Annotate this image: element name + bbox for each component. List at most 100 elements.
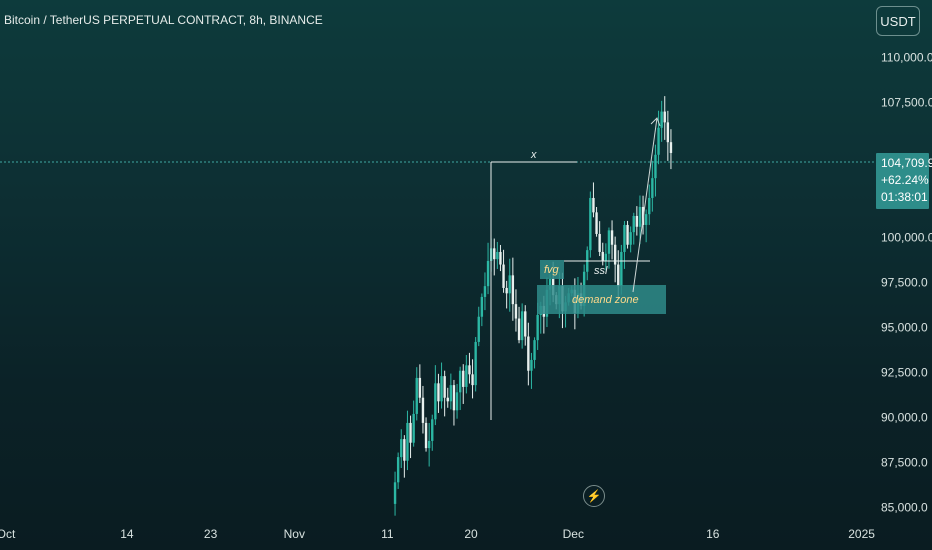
x-axis: Oct1423Nov1120Dec1620251322 [0,527,875,541]
candle-body [623,224,626,252]
candle-body [666,122,670,143]
candle-body [595,212,598,234]
fvg-zone [540,260,564,279]
candle-body [400,439,403,458]
candle-body [465,365,468,387]
candle-body [493,248,496,260]
candle-body [421,397,425,423]
candle-body [601,251,604,261]
lightning-icon[interactable]: ⚡ [583,485,605,507]
candle-body [427,440,431,449]
price-badge: 104,709.9 +62.24% 01:38:01 [876,153,932,209]
y-tick-label: 92,500.0 [881,366,928,380]
price-badge-change: +62.24% [881,173,929,187]
candle-body [458,370,462,393]
projection-arrow-line [632,117,658,293]
candle-body [471,374,474,386]
candle-body [629,232,632,245]
x-tick-label: 20 [464,527,478,541]
candle-body [468,365,471,375]
price-badge-countdown: 01:38:01 [881,190,928,204]
candle-body [589,197,592,251]
x-tick-label: Dec [563,527,584,541]
candle-body [480,296,484,317]
candle-body [440,376,443,402]
y-tick-label: 85,000.0 [881,501,928,515]
candle-body [415,377,418,414]
candle-body [486,260,490,287]
candle-body [514,304,518,319]
candle-body [660,111,663,128]
price-badge-price: 104,709.9 [881,156,932,170]
candle-body [502,264,505,288]
candle-body [446,397,449,402]
candle-body [474,341,477,386]
projection-arrow-head [650,117,661,127]
candle-body [517,318,521,341]
candle-body [530,359,533,371]
candle-body [604,253,608,261]
candle-body [524,311,527,337]
candle-body [635,215,639,227]
y-tick-label: 97,500.0 [881,276,928,290]
candle-body [638,206,642,227]
x-tick-label: Nov [284,527,305,541]
candle-body [610,230,614,245]
x-tick-label: 14 [120,527,134,541]
y-axis: 85,000.0 87,500.0 90,000.0 92,500.0 95,000.0… [881,51,932,515]
candle-body [651,178,654,198]
candle-body [663,111,666,123]
candle-body [607,230,611,254]
candle-body [424,422,428,449]
candle-body [455,392,459,411]
y-tick-label: 110,000.0 [881,51,932,65]
candle-body [393,482,397,504]
candle-body [505,287,508,294]
candle-body [403,439,406,461]
candle-body [536,314,539,341]
candle-body [626,224,629,245]
demand-zone [537,285,666,314]
candle-body [613,244,617,265]
candle-body [418,377,422,398]
fvg-label: fvg [544,264,560,276]
candle-body [477,316,480,342]
candle-body [409,422,412,443]
demand-zone-label: demand zone [572,294,639,306]
candle-body [527,336,530,371]
x-tick-label: 16 [706,527,720,541]
candle-body [592,197,595,213]
candle-body [406,422,409,461]
candle-body [396,457,400,483]
candle-body [644,214,648,225]
x-tick-label: 23 [204,527,218,541]
candle-body [437,383,440,402]
candle-body [669,142,673,153]
x-tick-label: 2025 [848,527,875,541]
candle-body [617,264,620,287]
candle-body [657,127,660,155]
candle-body [620,251,623,287]
y-tick-label: 107,500.0 [881,96,932,110]
y-tick-label: 90,000.0 [881,411,928,425]
x-label: x [530,149,537,161]
y-tick-label: 95,000.0 [881,321,928,335]
y-tick-label: 87,500.0 [881,456,928,470]
candle-body [598,233,601,252]
currency-button[interactable]: USDT [876,6,920,36]
candle-body [449,385,453,402]
candle-body [462,370,465,387]
candle-body [431,419,434,441]
candle-body [412,413,415,443]
candle-body [648,197,651,215]
candle-body [520,311,524,341]
candles-group [393,96,673,516]
candle-body [496,251,499,260]
candle-body [434,383,437,420]
candle-body [483,286,487,297]
candle-body [508,275,511,294]
chart-title: Bitcoin / TetherUS PERPETUAL CONTRACT, 8… [4,13,323,27]
y-tick-label: 100,000.0 [881,231,932,245]
candle-body [443,376,446,398]
